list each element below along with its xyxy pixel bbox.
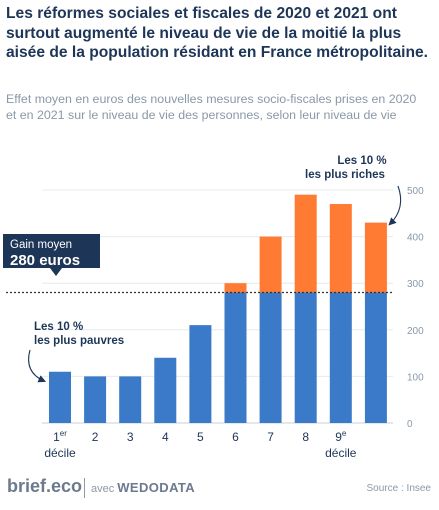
chart-title: Les réformes sociales et fiscales de 202… [6, 5, 428, 61]
bar-segment-below-average [224, 292, 247, 423]
chart-subtitle: Effet moyen en euros des nouvelles mesur… [6, 92, 417, 122]
y-tick-label: 300 [407, 279, 424, 290]
annotations: Les 10 % les plus pauvres Les 10 % les plus… [28, 155, 402, 383]
footer: brief.eco avec WEDODATA Source : Insee [0, 474, 439, 504]
annotation-richest-arrow [388, 185, 402, 226]
footer-divider [84, 478, 85, 498]
x-tick-label: 6 [232, 430, 239, 444]
average-callout-line1: Gain moyen [10, 239, 72, 251]
y-tick-label: 400 [407, 233, 424, 244]
y-tick-label: 500 [407, 186, 424, 197]
average-callout-box [3, 234, 100, 276]
annotation-poorest-line2: les plus pauvres [34, 335, 124, 347]
annotation-poorest-arrow [28, 349, 47, 383]
x-tick-label: 2 [92, 430, 99, 444]
bar-segment-below-average [49, 371, 71, 423]
brand-logo: brief.eco [7, 476, 83, 496]
x-tick-sublabel: décile [325, 446, 357, 460]
bar-segment-below-average [189, 325, 212, 423]
bar-segment-below-average [329, 292, 352, 423]
y-axis-ticks: 0 100 200 300 400 500 [407, 186, 424, 430]
bar-segment-above-average [294, 194, 317, 293]
bar-segment-below-average [259, 292, 282, 423]
x-tick-sublabel: décile [44, 446, 76, 460]
bar-segment-below-average [294, 292, 317, 423]
annotation-poorest-line1: Les 10 % [34, 321, 83, 333]
x-tick-label: 4 [162, 430, 169, 444]
x-tick-superscript: e [342, 429, 347, 438]
y-tick-label: 100 [407, 372, 424, 383]
x-tick-label: 3 [127, 430, 134, 444]
bar-segment-above-average [224, 283, 247, 293]
x-tick-label: 9e [335, 429, 347, 444]
x-axis-ticks: 1er décile 2 3 4 5 6 7 8 9e décile [44, 429, 356, 460]
x-tick-label: 1er [53, 429, 67, 444]
average-callout-line2: 280 euros [10, 252, 80, 269]
y-tick-label: 200 [407, 326, 424, 337]
y-tick-label: 0 [407, 419, 413, 430]
bar-segment-below-average [119, 376, 142, 423]
bar-chart: 0 100 200 300 400 500 1er décile 2 3 4 5 6 7 8 9e décil… [3, 155, 424, 460]
bars [49, 194, 387, 423]
x-tick-label: 8 [302, 430, 309, 444]
bar-segment-below-average [364, 292, 387, 423]
annotation-richest-line1: Les 10 % [337, 155, 386, 167]
x-tick-superscript: er [60, 429, 67, 438]
bar-segment-above-average [364, 222, 387, 293]
source-note: Source : Insee [366, 483, 431, 494]
bar-segment-below-average [84, 376, 107, 423]
bar-segment-below-average [154, 357, 177, 423]
partner-prefix: avec [91, 483, 115, 495]
partner-credit: avec WEDODATA [91, 480, 195, 495]
bar-segment-above-average [329, 203, 352, 293]
x-tick-label: 7 [267, 430, 274, 444]
bar-segment-above-average [259, 236, 282, 293]
annotation-richest-line2: les plus riches [305, 169, 385, 181]
x-tick-label: 5 [197, 430, 204, 444]
partner-name: WEDODATA [117, 480, 196, 495]
